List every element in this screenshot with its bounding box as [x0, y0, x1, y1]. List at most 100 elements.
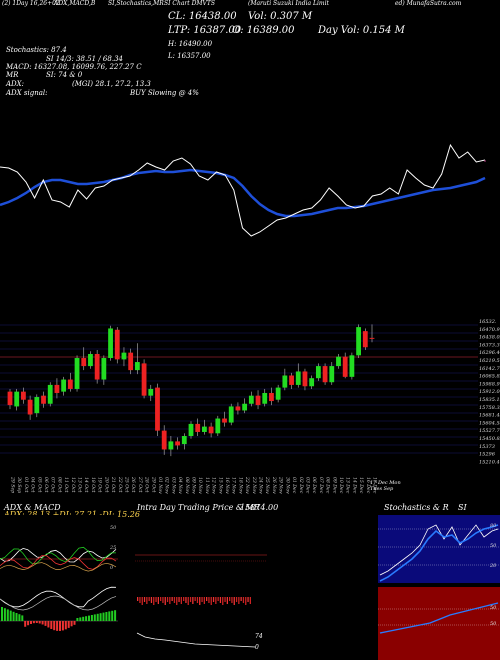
macd-histogram-bar [73, 621, 76, 625]
candle-body [329, 366, 335, 383]
intraday-bar [141, 597, 143, 605]
candle-body [349, 355, 355, 377]
intraday-bar [160, 597, 162, 601]
price-label: 15527.7 [479, 428, 500, 434]
intraday-panel: 74 0 [135, 554, 267, 651]
candle-body [161, 430, 167, 450]
candle-body [94, 353, 100, 380]
candle-body [235, 406, 241, 411]
date-label: 10 Dec [338, 477, 344, 494]
macd-histogram-bar [12, 611, 15, 621]
price-label: 16532. [479, 319, 497, 325]
macd-histogram-bar [38, 621, 41, 624]
date-label: 02 Dec [298, 477, 304, 494]
candle-body [336, 356, 341, 367]
macd-histogram-bar [18, 614, 21, 621]
adx-smooth-line [0, 562, 117, 572]
macd-histogram-bar [61, 621, 64, 631]
intraday-bar [210, 597, 212, 605]
candle-body [295, 371, 301, 385]
date-label: 23 Nov [251, 476, 257, 494]
chart-header: (2) 1Day 16,26+02 ADX,MACD,B SI,Stochast… [0, 0, 500, 100]
intraday-bar [245, 597, 247, 605]
macd-histogram-bar [6, 609, 9, 621]
macd-histogram-bar [59, 621, 61, 631]
intraday-bottom-value: 0 [255, 644, 259, 651]
candle-body [121, 352, 127, 360]
price-label: 15912.06 [479, 389, 500, 395]
date-label: 10 Nov [197, 477, 203, 494]
intraday-bar [224, 597, 226, 602]
candle-body [21, 391, 26, 400]
candle-body [134, 362, 140, 371]
date-label: 18 Oct [90, 477, 96, 493]
macd-line [0, 586, 117, 608]
intraday-bar [240, 597, 242, 601]
macd-histogram-bar [30, 621, 32, 624]
date-label: 08 Oct [56, 477, 62, 493]
header-vol: Vol: 0.307 M [248, 11, 313, 22]
candle-body [356, 327, 361, 356]
rsi-line [379, 602, 499, 634]
date-label: 14 Oct [83, 477, 89, 493]
intraday-bar [187, 597, 189, 605]
intraday-bar [164, 597, 166, 605]
intraday-bar [157, 597, 159, 604]
date-label: 07 Dec [318, 477, 324, 494]
header-adx-values: (MGI) 28.1, 27.2, 13.3 [72, 80, 151, 88]
header-low: L: 16357.00 [168, 52, 211, 60]
macd-histogram-bar [96, 613, 99, 621]
price-label: 16373.3 [479, 342, 500, 348]
adx-axis-label: 0 [110, 565, 114, 571]
candlestick-chart: 16532. 16470.9 16438.0516373.3 16296.44 1621… [0, 319, 500, 465]
candle-body [255, 395, 261, 406]
candle-body [248, 395, 254, 404]
intraday-bar [173, 597, 176, 603]
intraday-bar [146, 597, 148, 604]
candle-body [362, 331, 368, 348]
adx-axis-label: 25 [109, 545, 116, 551]
intraday-value: 15874.00 [240, 503, 279, 512]
date-label: 11 Nov [204, 477, 210, 494]
candle-body [269, 392, 274, 402]
stoch-axis-label: 50 [490, 605, 497, 611]
stoch-axis-label: 50 [490, 543, 497, 549]
macd-histogram-bar [76, 618, 79, 621]
header-site: ed) MunafaSutra.com [395, 0, 462, 7]
macd-histogram-bar [105, 612, 108, 621]
intraday-bar [194, 597, 196, 601]
macd-histogram-bar [1, 607, 3, 621]
price-label: 15835.19 [479, 397, 500, 403]
header-company: (Maruti Suzuki India Limit [248, 0, 329, 7]
header-close: CL: 16438.00 [168, 11, 237, 22]
header-stochastics: Stochastics: 87.4 [6, 46, 67, 54]
macd-histogram-bar [3, 608, 6, 621]
macd-histogram-bar [70, 621, 73, 627]
intraday-title: Intra Day Trading Price & MR [137, 503, 260, 512]
intraday-bar [166, 597, 169, 602]
date-label: 09 Dec [331, 477, 337, 494]
intraday-bar [150, 597, 153, 603]
price-label: 15988.9 [479, 381, 500, 387]
price-label: 15296 [479, 452, 496, 458]
rsi-background [378, 587, 500, 660]
macd-signal-line [0, 595, 117, 611]
candle-body [27, 399, 33, 415]
price-label: 16438.05 [479, 335, 500, 341]
date-label: 26 Oct [130, 476, 136, 493]
header-si: SI 14/3: 38.51 / 68.34 [46, 55, 123, 63]
date-label: 26 Nov [271, 476, 277, 494]
plus-di-line [0, 546, 117, 565]
intraday-bar [137, 597, 139, 601]
date-label: 07 Oct [50, 477, 56, 493]
candle-body [315, 366, 321, 379]
price-line-chart [0, 143, 486, 237]
adx-line [0, 547, 117, 563]
header-mr-values: SI: 74 & 0 [46, 71, 83, 79]
price-label: 16296.44 [479, 350, 500, 356]
stoch-title-2: SI [458, 503, 467, 512]
macd-histogram-bar [102, 612, 105, 621]
intraday-bar [143, 597, 146, 602]
date-label: 09 Nov [191, 477, 197, 494]
intraday-bar [208, 597, 210, 603]
